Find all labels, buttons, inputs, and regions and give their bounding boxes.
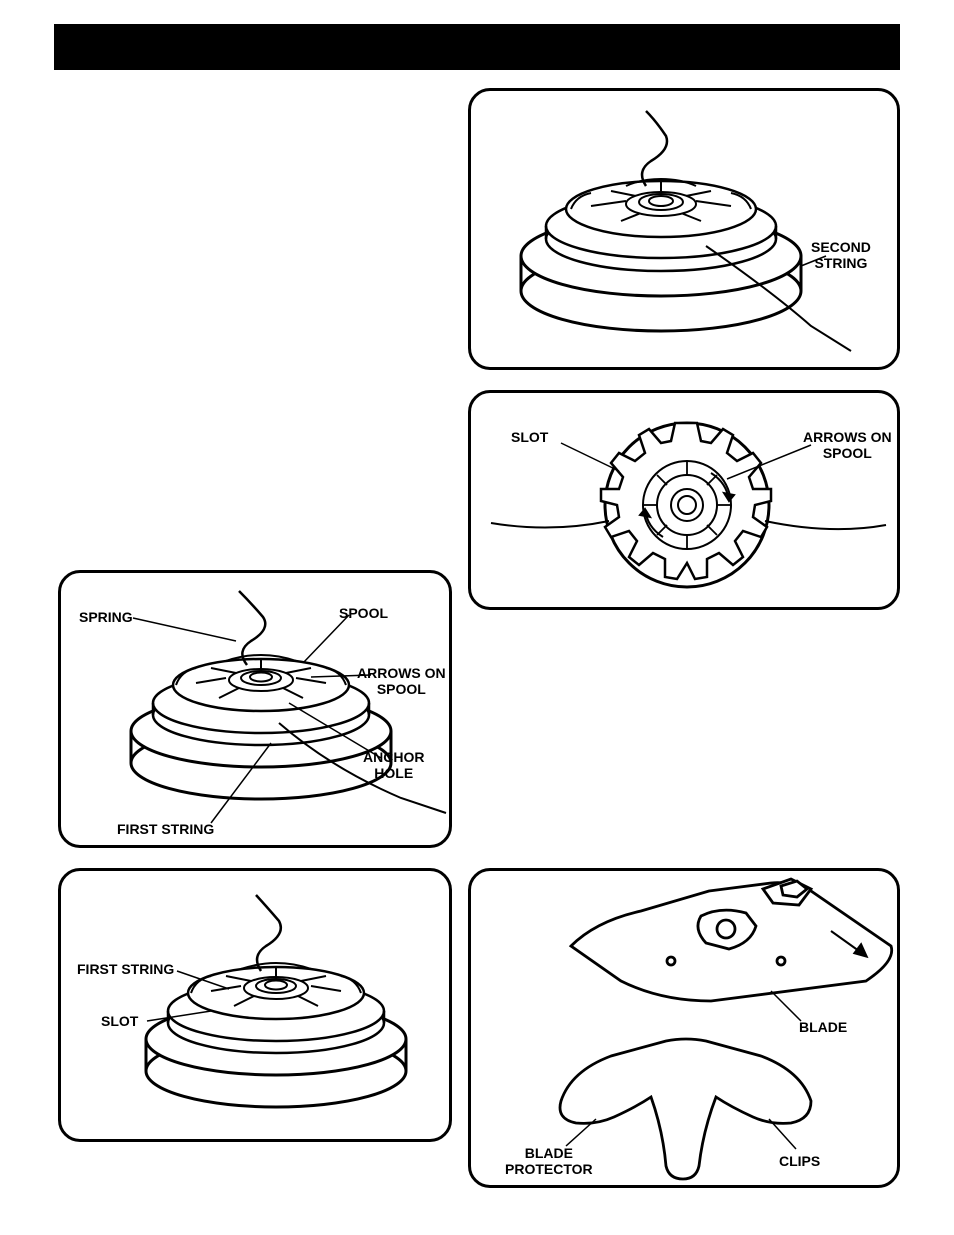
label-blade: BLADE (799, 1019, 847, 1035)
label-slot-topview: SLOT (511, 429, 548, 445)
label-anchor-hole: ANCHOR HOLE (363, 749, 424, 781)
spool-top-view-illustration (471, 393, 903, 613)
label-arrows-on-spool: ARROWS ON SPOOL (357, 665, 446, 697)
figure-second-string: SECOND STRING (468, 88, 900, 370)
figure-first-string-slot: FIRST STRING SLOT (58, 868, 452, 1142)
spool-second-string-illustration (471, 91, 903, 373)
label-first-string-4: FIRST STRING (77, 961, 174, 977)
label-arrows-on-spool-topview: ARROWS ON SPOOL (803, 429, 892, 461)
label-spool: SPOOL (339, 605, 388, 621)
label-spring: SPRING (79, 609, 133, 625)
label-clips: CLIPS (779, 1153, 820, 1169)
label-second-string: SECOND STRING (811, 239, 871, 271)
spool-first-string-illustration (61, 871, 455, 1145)
label-slot-4: SLOT (101, 1013, 138, 1029)
label-first-string-3: FIRST STRING (117, 821, 214, 837)
label-blade-protector: BLADE PROTECTOR (505, 1145, 593, 1177)
figure-blade: BLADE BLADE PROTECTOR CLIPS (468, 868, 900, 1188)
figure-spool-labeled: SPRING SPOOL ARROWS ON SPOOL ANCHOR HOLE… (58, 570, 452, 848)
figure-spool-top-view: SLOT ARROWS ON SPOOL (468, 390, 900, 610)
header-black-bar (54, 24, 900, 70)
